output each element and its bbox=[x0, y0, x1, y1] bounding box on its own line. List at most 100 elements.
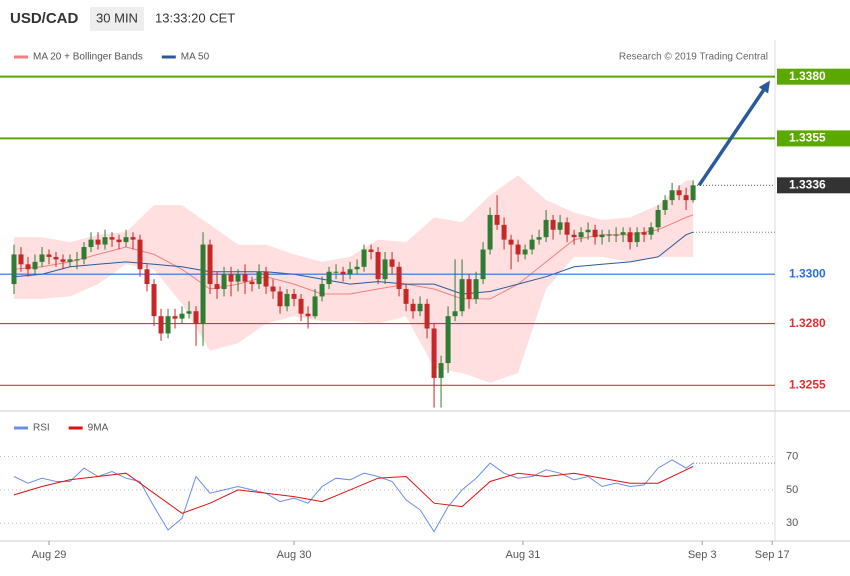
candle-body bbox=[60, 259, 66, 262]
candle-body bbox=[557, 222, 563, 230]
candle-body bbox=[620, 232, 626, 235]
candle-body bbox=[655, 210, 661, 228]
level-box bbox=[777, 68, 850, 85]
candle-body bbox=[39, 254, 45, 262]
candle-body bbox=[564, 222, 570, 235]
candle-body bbox=[613, 234, 619, 236]
projection-arrowhead bbox=[758, 80, 770, 94]
candle-body bbox=[536, 237, 542, 240]
candle-body bbox=[130, 237, 136, 240]
credit: Research © 2019 Trading Central bbox=[619, 52, 768, 63]
level-label: 1.3336 bbox=[789, 177, 826, 191]
candle-body bbox=[312, 296, 318, 317]
candle-body bbox=[88, 239, 94, 248]
level-label: 1.3255 bbox=[789, 377, 826, 391]
x-tick-label: Aug 29 bbox=[32, 549, 67, 561]
candle-body bbox=[305, 313, 311, 317]
candle-body bbox=[249, 281, 255, 285]
candle-body bbox=[501, 224, 507, 240]
interval-box bbox=[90, 7, 144, 31]
candle-body bbox=[662, 200, 668, 210]
candle-body bbox=[494, 214, 500, 225]
candle-body bbox=[340, 271, 346, 275]
x-tick-label: Sep 3 bbox=[688, 549, 717, 561]
legend-label: MA 20 + Bollinger Bands bbox=[33, 52, 143, 63]
candle-body bbox=[375, 251, 381, 280]
candle-body bbox=[172, 316, 178, 319]
level-label: 1.3280 bbox=[789, 316, 826, 330]
projection-arrow bbox=[697, 84, 769, 187]
candle-body bbox=[95, 239, 101, 245]
candle-body bbox=[291, 293, 297, 299]
candle-body bbox=[221, 274, 227, 290]
candle-body bbox=[606, 234, 612, 236]
legend-label: RSI bbox=[33, 423, 50, 434]
candle-body bbox=[354, 266, 360, 270]
candle-body bbox=[109, 237, 115, 240]
level-label: 1.3380 bbox=[789, 69, 826, 83]
candle-body bbox=[382, 259, 388, 280]
candle-body bbox=[431, 328, 437, 378]
candle-body bbox=[228, 274, 234, 282]
candle-body bbox=[676, 190, 682, 196]
candle-body bbox=[515, 244, 521, 255]
candle-body bbox=[452, 311, 458, 317]
candle-body bbox=[137, 239, 143, 270]
candle-body bbox=[270, 286, 276, 292]
x-tick-label: Sep 17 bbox=[755, 549, 790, 561]
candle-body bbox=[592, 229, 598, 238]
candle-body bbox=[669, 190, 675, 201]
candle-body bbox=[123, 237, 129, 243]
time: 13:33:20 CET bbox=[155, 10, 235, 25]
candle-body bbox=[102, 237, 108, 245]
candle-body bbox=[578, 232, 584, 238]
level-label: 1.3355 bbox=[789, 131, 826, 145]
candle-body bbox=[333, 271, 339, 273]
candle-body bbox=[459, 279, 465, 312]
candle-body bbox=[179, 313, 185, 319]
y-tick-label: 30 bbox=[786, 517, 798, 529]
candle-body bbox=[11, 254, 17, 285]
candle-body bbox=[151, 284, 157, 317]
candle-body bbox=[473, 279, 479, 299]
candle-body bbox=[25, 264, 31, 270]
y-tick-label: 70 bbox=[786, 450, 798, 462]
candle-body bbox=[67, 259, 73, 262]
candle-body bbox=[543, 219, 549, 238]
level-box bbox=[777, 177, 850, 194]
candle-body bbox=[81, 247, 87, 260]
bollinger-band bbox=[14, 175, 694, 383]
candle-body bbox=[32, 261, 38, 270]
candle-body bbox=[200, 244, 206, 324]
candle-body bbox=[396, 266, 402, 290]
candle-body bbox=[298, 298, 304, 314]
candle-body bbox=[445, 316, 451, 364]
candle-body bbox=[634, 232, 640, 243]
candle-body bbox=[368, 249, 374, 252]
interval: 30 MIN bbox=[96, 10, 138, 25]
level-label: 1.3300 bbox=[789, 266, 826, 280]
candle-body bbox=[165, 316, 171, 334]
candle-body bbox=[326, 271, 332, 285]
candle-body bbox=[683, 195, 689, 201]
candle-body bbox=[319, 284, 325, 297]
candle-body bbox=[186, 311, 192, 314]
candle-body bbox=[480, 249, 486, 280]
candle-body bbox=[389, 259, 395, 267]
legend-label: 9MA bbox=[88, 423, 109, 434]
x-tick-label: Aug 30 bbox=[277, 549, 312, 561]
candle-body bbox=[207, 244, 213, 285]
candle-body bbox=[599, 234, 605, 238]
candle-body bbox=[74, 259, 80, 261]
candle-body bbox=[361, 249, 367, 267]
candle-body bbox=[438, 363, 444, 378]
candle-body bbox=[529, 239, 535, 250]
candle-body bbox=[158, 316, 164, 334]
candle-body bbox=[641, 232, 647, 235]
candle-body bbox=[648, 227, 654, 235]
candle-body bbox=[690, 185, 696, 201]
indicator-line bbox=[13, 459, 694, 533]
moving-average bbox=[13, 231, 694, 295]
symbol: USD/CAD bbox=[10, 10, 79, 27]
